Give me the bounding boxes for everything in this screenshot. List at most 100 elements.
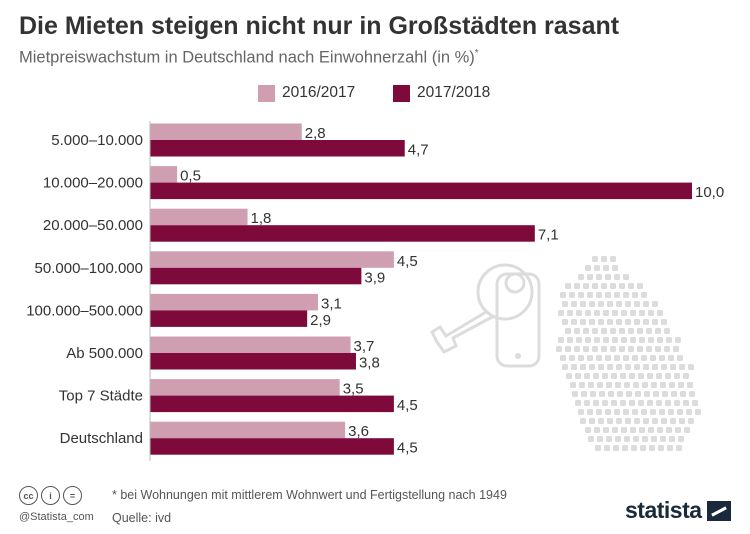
map-dot	[610, 256, 616, 262]
category-label: Ab 500.000	[66, 345, 143, 362]
map-dot	[594, 310, 600, 316]
map-dot	[603, 427, 609, 433]
bar-2018	[150, 267, 362, 285]
bar-2016	[150, 208, 248, 226]
map-dot	[680, 391, 686, 397]
map-dot	[585, 265, 591, 271]
map-dot	[632, 292, 638, 298]
map-dot	[629, 400, 635, 406]
map-dot	[607, 418, 613, 424]
map-dot	[612, 427, 618, 433]
map-dot	[638, 373, 644, 379]
statista-logo: statista	[625, 497, 702, 523]
map-dot	[660, 382, 666, 388]
category-label: 10.000–20.000	[43, 175, 143, 192]
map-dot	[657, 337, 663, 343]
bar-2016	[150, 336, 351, 353]
data-label: 1,8	[251, 210, 272, 227]
map-dot	[614, 292, 620, 298]
map-dot	[637, 283, 643, 289]
map-dot	[585, 337, 591, 343]
map-dot	[647, 373, 653, 379]
map-dot	[657, 427, 663, 433]
map-dot	[666, 427, 672, 433]
data-label: 4,7	[408, 142, 429, 159]
map-dot	[675, 427, 681, 433]
map-dot	[651, 382, 657, 388]
map-dot	[622, 445, 628, 451]
map-dot	[650, 409, 656, 415]
map-dot	[565, 283, 571, 289]
germany-map-decoration	[556, 256, 701, 451]
bar-2018	[150, 395, 394, 413]
map-dot	[589, 418, 595, 424]
category-label: 5.000–10.000	[51, 132, 143, 149]
map-dot	[594, 265, 600, 271]
map-dot	[660, 436, 666, 442]
map-dot	[628, 328, 634, 334]
map-dot	[585, 310, 591, 316]
map-dot	[574, 283, 580, 289]
map-dot	[661, 319, 667, 325]
map-dot	[659, 409, 665, 415]
map-dot	[655, 328, 661, 334]
bar-2018	[150, 225, 535, 242]
map-dot	[643, 319, 649, 325]
map-dot	[562, 301, 568, 307]
map-dot	[634, 364, 640, 370]
map-dot	[634, 319, 640, 325]
map-dot	[632, 409, 638, 415]
data-label: 4,5	[397, 440, 418, 457]
data-label: 7,1	[538, 227, 559, 244]
map-dot	[619, 346, 625, 352]
map-dot	[630, 310, 636, 316]
map-dot	[626, 391, 632, 397]
map-dot	[662, 391, 668, 397]
category-label: 100.000–500.000	[26, 302, 143, 319]
map-dot	[578, 355, 584, 361]
map-dot	[624, 436, 630, 442]
map-dot	[621, 337, 627, 343]
map-dot	[644, 391, 650, 397]
map-dot	[574, 346, 580, 352]
map-dot	[678, 382, 684, 388]
data-label: 3,7	[354, 338, 375, 355]
map-dot	[596, 292, 602, 298]
map-dot	[647, 400, 653, 406]
data-label: 3,6	[348, 423, 369, 440]
map-dot	[570, 382, 576, 388]
map-dot	[612, 265, 618, 271]
map-dot	[580, 364, 586, 370]
map-dot	[606, 382, 612, 388]
map-dot	[602, 373, 608, 379]
bar-2018	[150, 310, 308, 327]
map-dot	[652, 319, 658, 325]
map-dot	[558, 337, 564, 343]
map-dot	[624, 382, 630, 388]
map-dot	[584, 400, 590, 406]
bar-2018	[150, 182, 692, 200]
map-dot	[695, 409, 701, 415]
map-dot	[641, 355, 647, 361]
map-dot	[605, 409, 611, 415]
map-dot	[661, 364, 667, 370]
map-dot	[593, 400, 599, 406]
map-dot	[656, 373, 662, 379]
map-dot	[562, 319, 568, 325]
map-dot	[572, 391, 578, 397]
map-dot	[649, 445, 655, 451]
map-dot	[603, 265, 609, 271]
map-dot	[631, 445, 637, 451]
map-dot	[621, 427, 627, 433]
map-dot	[605, 355, 611, 361]
map-dot	[583, 346, 589, 352]
map-dot	[610, 283, 616, 289]
bar-2016	[150, 293, 319, 311]
data-label: 3,1	[321, 295, 342, 312]
map-dot	[638, 400, 644, 406]
map-dot	[607, 301, 613, 307]
map-dot	[639, 310, 645, 316]
map-dot	[639, 427, 645, 433]
category-label: Top 7 Städte	[59, 388, 143, 405]
map-dot	[588, 436, 594, 442]
